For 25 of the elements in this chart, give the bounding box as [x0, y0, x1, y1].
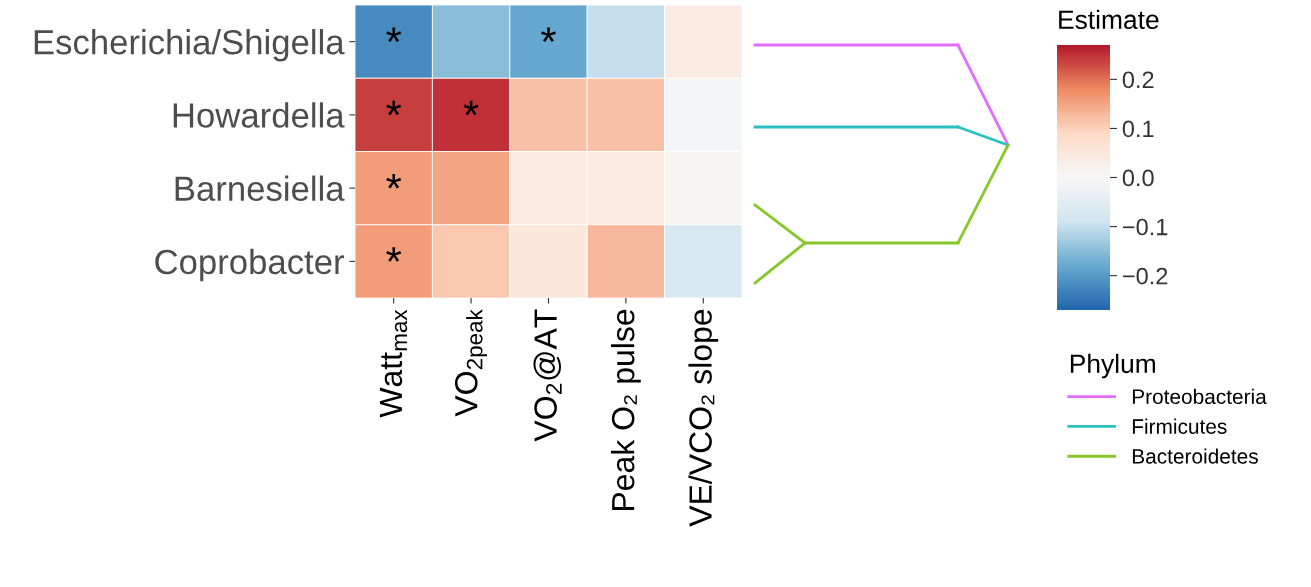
color-bar-label: 0.2 — [1122, 71, 1154, 89]
data-label: * — [386, 247, 402, 262]
y-tick-label: Coprobacter — [155, 248, 345, 282]
color-bar-label: −0.2 — [1122, 267, 1168, 285]
x-tick-label: VO$_{2}$@AT — [533, 309, 562, 442]
data-label: * — [386, 100, 402, 116]
x-tick-label: VE/VCO₂ slope — [688, 309, 719, 527]
color-bar-label: 0.1 — [1122, 120, 1154, 138]
y-tick-label: Howardella — [173, 102, 345, 128]
data-label: * — [386, 27, 402, 43]
y-tick-label: Escherichia/Shigella — [34, 29, 345, 62]
x-tick-label: Peak O₂ pulse — [611, 309, 641, 510]
text: Firmicutes — [1132, 418, 1227, 434]
x-tick-label: Watt$_{max}$ — [379, 309, 408, 418]
color-bar-label: 0.0 — [1122, 169, 1154, 187]
color-bar-title: Estimate — [1059, 9, 1159, 30]
x-tick-label: VO$_{2peak}$ — [454, 309, 487, 417]
y-tick-label: Barnesiella — [175, 175, 345, 202]
data-label: * — [386, 173, 402, 189]
text: Proteobacteria — [1132, 388, 1267, 405]
data-label: * — [463, 100, 479, 116]
data-label: * — [541, 27, 556, 43]
text: Bacteroidetes — [1132, 448, 1258, 464]
color-bar-label: −0.1 — [1122, 218, 1168, 236]
legend-title: Phylum — [1070, 353, 1155, 379]
